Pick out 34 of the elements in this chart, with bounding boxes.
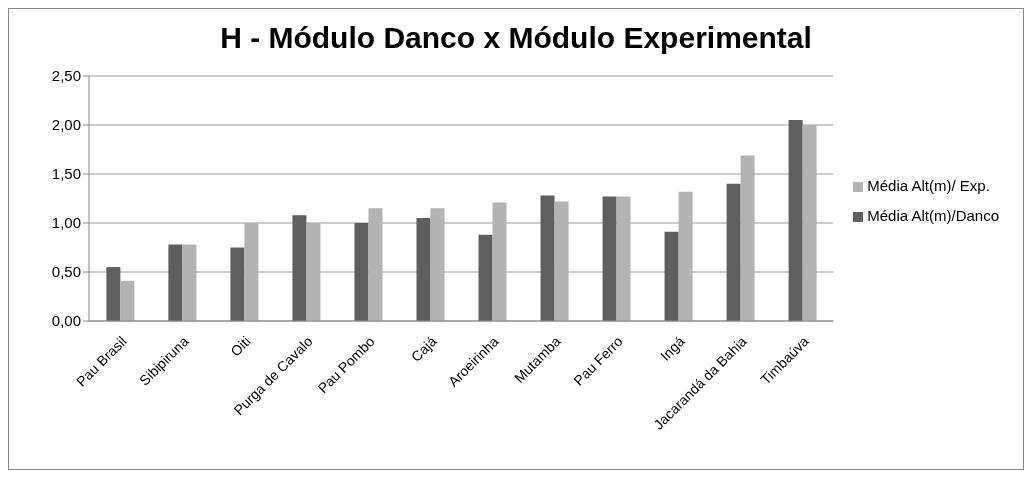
bar xyxy=(430,208,445,321)
bar xyxy=(802,125,817,321)
bar xyxy=(540,195,555,321)
bar xyxy=(492,202,507,321)
bar xyxy=(602,196,617,321)
bar xyxy=(416,218,431,321)
bar xyxy=(478,234,493,321)
legend-label: Média Alt(m)/ Exp. xyxy=(867,177,990,194)
bar xyxy=(664,231,679,321)
bar xyxy=(106,267,121,321)
bar xyxy=(230,247,245,321)
bar xyxy=(306,223,321,321)
y-tick-label: 1,00 xyxy=(51,214,81,232)
y-tick-label: 2,00 xyxy=(51,116,81,134)
bar xyxy=(354,223,369,321)
bar xyxy=(120,280,135,321)
y-tick-label: 1,50 xyxy=(51,165,81,183)
bar xyxy=(244,223,259,321)
bar xyxy=(726,183,741,321)
y-tick-label: 2,50 xyxy=(51,67,81,85)
bar xyxy=(554,201,569,321)
bar xyxy=(168,244,183,321)
bar xyxy=(788,120,803,321)
bar xyxy=(616,196,631,321)
bar xyxy=(678,191,693,321)
chart-title: H - Módulo Danco x Módulo Experimental xyxy=(219,21,813,56)
bar xyxy=(292,215,307,321)
bar xyxy=(740,155,755,321)
legend-label: Média Alt(m)/Danco xyxy=(867,207,999,224)
bar xyxy=(182,244,197,321)
x-tick-label: Oiti xyxy=(227,333,254,360)
bar xyxy=(368,208,383,321)
y-tick-label: 0,50 xyxy=(51,263,81,281)
y-tick-label: 0,00 xyxy=(51,312,81,330)
